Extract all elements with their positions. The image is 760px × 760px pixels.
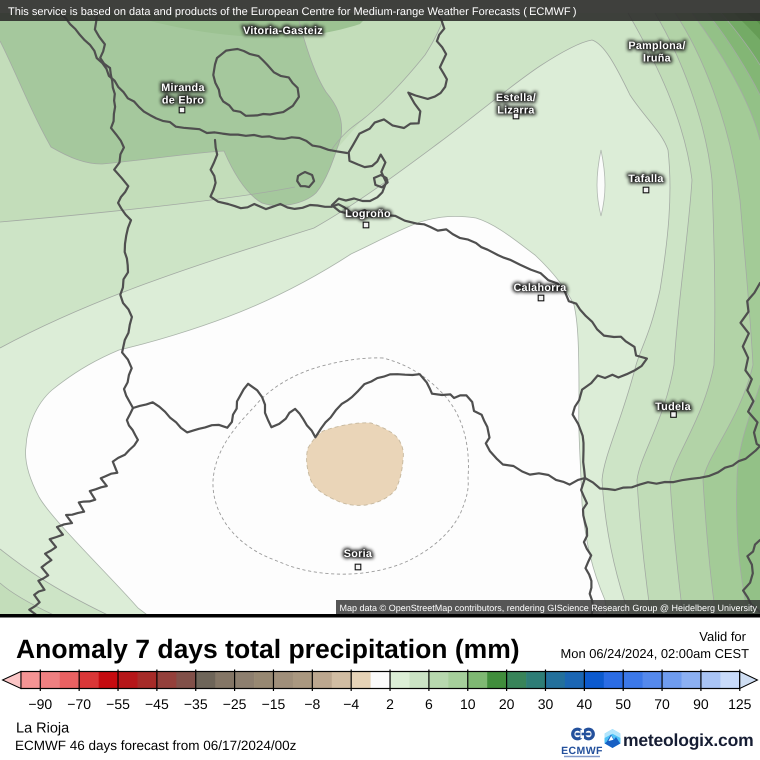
svg-text:Logroño: Logroño [345,208,391,220]
svg-text:Soria: Soria [344,548,373,560]
svg-text:20: 20 [499,696,515,712]
svg-text:Valid for: Valid for [699,629,746,644]
svg-text:−15: −15 [262,696,286,712]
svg-text:Tudela: Tudela [655,401,691,413]
svg-text:de Ebro: de Ebro [162,95,204,107]
svg-text:Tudela: Tudela [655,401,691,413]
svg-text:de Ebro: de Ebro [162,95,204,107]
svg-text:Anomaly 7 days total precipita: Anomaly 7 days total precipitation (mm) [16,634,520,664]
svg-text:Iruña: Iruña [643,53,672,65]
svg-text:meteologix.com: meteologix.com [623,730,753,750]
svg-text:La Rioja: La Rioja [16,721,70,737]
svg-text:30: 30 [538,696,554,712]
svg-text:Tafalla: Tafalla [628,173,664,185]
svg-text:90: 90 [693,696,709,712]
svg-text:Estella/: Estella/ [496,92,536,104]
svg-text:Iruña: Iruña [643,53,672,65]
svg-text:−4: −4 [343,696,359,712]
svg-text:Lizarra: Lizarra [497,105,535,117]
svg-text:Calahorra: Calahorra [513,282,567,294]
svg-text:−45: −45 [145,696,169,712]
svg-text:−8: −8 [304,696,320,712]
svg-text:−70: −70 [67,696,91,712]
svg-text:50: 50 [615,696,631,712]
svg-text:Map data © OpenStreetMap contr: Map data © OpenStreetMap contributors, r… [340,603,758,613]
svg-text:Calahorra: Calahorra [513,282,567,294]
svg-text:−55: −55 [106,696,130,712]
svg-text:Miranda: Miranda [161,82,205,94]
svg-text:This service is based on data: This service is based on data and produc… [8,6,577,18]
svg-text:Pamplona/: Pamplona/ [628,40,685,52]
svg-text:6: 6 [425,696,433,712]
svg-text:−35: −35 [184,696,208,712]
svg-text:10: 10 [460,696,476,712]
svg-text:−90: −90 [28,696,52,712]
svg-text:Pamplona/: Pamplona/ [628,40,685,52]
svg-text:Estella/: Estella/ [496,92,536,104]
svg-text:Logroño: Logroño [345,208,391,220]
svg-text:ECMWF: ECMWF [561,745,603,757]
svg-text:70: 70 [654,696,670,712]
svg-text:Soria: Soria [344,548,373,560]
svg-text:Mon 06/24/2024, 02:00am CEST: Mon 06/24/2024, 02:00am CEST [561,646,750,661]
svg-text:Tafalla: Tafalla [628,173,664,185]
svg-text:40: 40 [577,696,593,712]
svg-text:Vitoria-Gasteiz: Vitoria-Gasteiz [243,25,323,37]
svg-text:Lizarra: Lizarra [497,105,535,117]
svg-text:Miranda: Miranda [161,82,205,94]
svg-text:125: 125 [728,696,752,712]
svg-text:−25: −25 [223,696,247,712]
svg-text:Vitoria-Gasteiz: Vitoria-Gasteiz [243,25,323,37]
svg-text:ECMWF 46 days forecast from 0: ECMWF 46 days forecast from 06/17/2024/0… [15,738,297,753]
svg-text:2: 2 [386,696,394,712]
